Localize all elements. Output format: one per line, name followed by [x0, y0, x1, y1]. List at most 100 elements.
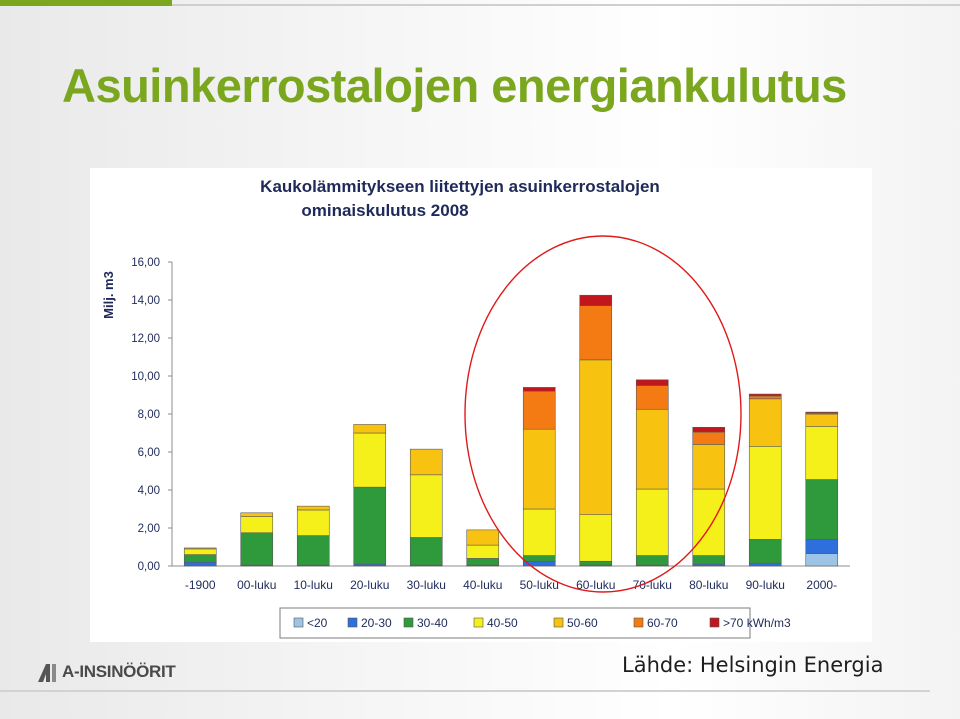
x-tick-label: 90-luku	[746, 578, 785, 592]
legend-label: 60-70	[647, 616, 678, 630]
x-tick-label: 50-luku	[520, 578, 559, 592]
y-tick-label: 4,00	[138, 485, 160, 497]
bar-segment	[183, 548, 217, 555]
x-tick-label: 40-luku	[463, 578, 502, 592]
company-logo: A-INSINÖÖRIT	[36, 660, 176, 684]
bar-segment	[409, 537, 443, 566]
bar-segment	[805, 479, 839, 540]
x-tick-label: 00-luku	[237, 578, 276, 592]
bar-segment	[692, 488, 726, 556]
x-tick-label: 60-luku	[576, 578, 615, 592]
bar-segment	[748, 562, 782, 567]
bar-segment	[353, 486, 387, 565]
legend-label: <20	[307, 616, 328, 630]
bar-segment	[296, 509, 330, 536]
bar-segment	[579, 514, 613, 562]
logo-mark-icon	[38, 664, 56, 682]
top-accent-bar	[0, 0, 172, 6]
legend-label: 50-60	[567, 616, 598, 630]
legend-swatch	[473, 617, 484, 628]
bar-segment	[805, 413, 839, 427]
legend-label: 30-40	[417, 616, 448, 630]
bar-segment	[635, 488, 669, 556]
legend-label: 40-50	[487, 616, 518, 630]
y-tick-label: 10,00	[131, 371, 160, 383]
legend-label: 20-30	[361, 616, 392, 630]
bar-segment	[748, 539, 782, 564]
bar-segment	[692, 555, 726, 565]
bar-segment	[748, 395, 782, 400]
y-tick-label: 14,00	[131, 295, 160, 307]
legend-box	[279, 607, 751, 639]
bar-segment	[522, 508, 556, 556]
legend-swatch	[403, 617, 414, 628]
bottom-divider-line	[0, 690, 930, 692]
y-axis-label: Milj. m3	[101, 271, 116, 319]
legend-swatch	[293, 617, 304, 628]
bar-segment	[522, 428, 556, 510]
x-tick-label: 10-luku	[294, 578, 333, 592]
highlight-ellipse	[464, 235, 742, 593]
bar-segment	[522, 387, 556, 392]
bar-segment	[692, 444, 726, 490]
bar-segment	[579, 305, 613, 361]
bar-segment	[579, 294, 613, 306]
bar-segment	[635, 555, 669, 566]
bar-segment	[692, 431, 726, 445]
x-tick-label: 20-luku	[350, 578, 389, 592]
legend-swatch	[709, 617, 720, 628]
bar-segment	[805, 426, 839, 480]
bar-segment	[522, 390, 556, 430]
x-tick-label: 2000-	[806, 578, 837, 592]
stacked-bar-chart: Kaukolämmitykseen liitettyjen asuinkerro…	[101, 177, 850, 639]
logo-text: A-INSINÖÖRIT	[62, 662, 176, 681]
bar-segment	[183, 547, 217, 550]
bar-segment	[409, 448, 443, 476]
y-tick-label: 8,00	[138, 409, 160, 421]
top-divider-line	[172, 4, 960, 6]
bar-segment	[466, 558, 500, 566]
y-tick-label: 0,00	[138, 561, 160, 573]
y-tick-label: 6,00	[138, 447, 160, 459]
bar-segment	[805, 539, 839, 554]
bar-segment	[748, 393, 782, 397]
bar-segment	[353, 424, 387, 434]
y-tick-label: 16,00	[131, 257, 160, 269]
bar-segment	[466, 544, 500, 559]
y-tick-label: 2,00	[138, 523, 160, 535]
legend-swatch	[553, 617, 564, 628]
chart-panel: Kaukolämmitykseen liitettyjen asuinkerro…	[90, 168, 872, 642]
x-tick-label: 70-luku	[633, 578, 672, 592]
bar-segment	[240, 516, 274, 534]
bar-segment	[692, 426, 726, 433]
bar-segment	[183, 561, 217, 567]
legend-swatch	[347, 617, 358, 628]
bar-segment	[579, 359, 613, 516]
chart-title-line-1: Kaukolämmitykseen liitettyjen asuinkerro…	[260, 177, 660, 196]
legend-swatch	[633, 617, 644, 628]
bar-segment	[240, 532, 274, 566]
x-tick-label: -1900	[185, 578, 216, 592]
bar-segment	[353, 432, 387, 488]
bar-segment	[635, 385, 669, 410]
chart-title-line-2: ominaiskulutus 2008	[301, 201, 468, 220]
bar-segment	[522, 555, 556, 562]
bar-segment	[579, 560, 613, 566]
bar-segment	[240, 512, 274, 517]
bar-segment	[635, 408, 669, 490]
bar-segment	[296, 535, 330, 566]
bar-segment	[296, 505, 330, 511]
legend-label: >70 kWh/m3	[723, 616, 791, 630]
bar-segment	[748, 445, 782, 540]
bar-segment	[183, 554, 217, 563]
x-tick-label: 30-luku	[407, 578, 446, 592]
bar-segment	[805, 411, 839, 414]
y-tick-label: 12,00	[131, 333, 160, 345]
bar-segment	[748, 398, 782, 447]
bar-segment	[409, 474, 443, 538]
bar-segment	[635, 379, 669, 386]
x-tick-label: 80-luku	[689, 578, 728, 592]
slide-title: Asuinkerrostalojen energiankulutus	[62, 59, 847, 112]
source-note: Lähde: Helsingin Energia	[622, 653, 884, 677]
bar-segment	[805, 553, 839, 567]
